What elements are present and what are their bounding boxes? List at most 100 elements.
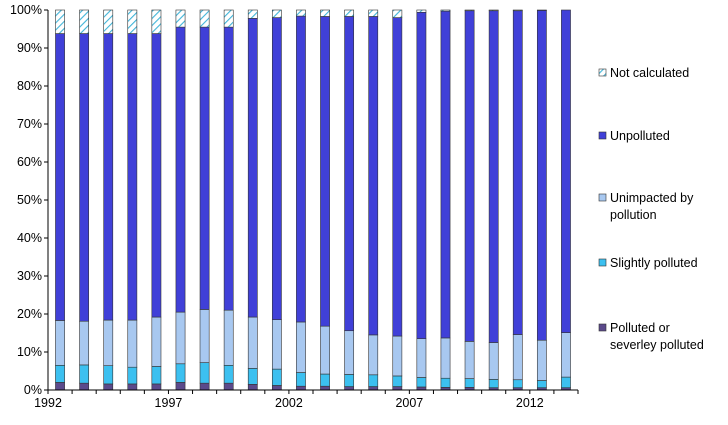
bar-segment-not-calculated-1998	[200, 10, 209, 27]
bar-segment-unpolluted-1999	[224, 27, 233, 310]
bar-segment-slightly-polluted-2010	[489, 379, 498, 387]
bar-segment-not-calculated-2008	[441, 10, 450, 11]
bar-segment-slightly-polluted-2004	[345, 374, 354, 386]
bar-segment-not-calculated-2005	[369, 10, 378, 16]
x-tick-label: 2007	[395, 396, 423, 410]
bar-segment-unpolluted-2009	[465, 11, 474, 342]
bar-segment-unimpacted-by-pollution-1993	[80, 321, 89, 365]
legend-label-unimpacted-by-pollution: Unimpacted by	[610, 191, 694, 205]
bar-segment-unimpacted-by-pollution-2009	[465, 341, 474, 378]
bar-segment-not-calculated-1995	[128, 10, 137, 34]
bar-segment-not-calculated-2009	[465, 10, 474, 11]
bar-segment-unpolluted-2004	[345, 16, 354, 330]
bar-segment-unimpacted-by-pollution-2000	[248, 317, 257, 368]
bar-segment-not-calculated-2011	[513, 10, 522, 11]
y-tick-label: 30%	[17, 269, 42, 283]
bar-segment-polluted-or-severley-polluted-1998	[200, 383, 209, 390]
bar-segment-unimpacted-by-pollution-2003	[320, 326, 329, 374]
bar-segment-not-calculated-1999	[224, 10, 233, 27]
bar-segment-not-calculated-1994	[104, 10, 113, 34]
bar-segment-unpolluted-1993	[80, 34, 89, 322]
x-tick-label: 2012	[516, 396, 544, 410]
bar-segment-not-calculated-2003	[320, 10, 329, 16]
bar-segment-unpolluted-2008	[441, 11, 450, 338]
bar-segment-polluted-or-severley-polluted-2006	[393, 387, 402, 390]
y-tick-label: 40%	[17, 231, 42, 245]
bar-segment-not-calculated-2002	[296, 10, 305, 16]
x-tick-label: 2002	[275, 396, 303, 410]
bar-segment-polluted-or-severley-polluted-2003	[320, 386, 329, 390]
legend-swatch-slightly-polluted	[599, 259, 606, 266]
y-tick-label: 60%	[17, 155, 42, 169]
bar-segment-not-calculated-2006	[393, 10, 402, 18]
bar-segment-polluted-or-severley-polluted-1994	[104, 384, 113, 390]
bar-segment-unpolluted-2010	[489, 11, 498, 343]
bar-segment-slightly-polluted-2012	[537, 381, 546, 388]
bar-segment-slightly-polluted-1996	[152, 366, 161, 383]
bar-segment-slightly-polluted-2000	[248, 368, 257, 384]
bar-segment-polluted-or-severley-polluted-2000	[248, 384, 257, 390]
bar-segment-polluted-or-severley-polluted-2001	[272, 385, 281, 390]
legend-swatch-unpolluted	[599, 132, 606, 139]
bar-segment-unpolluted-1998	[200, 27, 209, 309]
bar-segment-unpolluted-1992	[55, 34, 64, 321]
bar-segment-slightly-polluted-1995	[128, 367, 137, 384]
bar-segment-unimpacted-by-pollution-2006	[393, 336, 402, 376]
bar-segment-unpolluted-1995	[128, 34, 137, 321]
bar-segment-unpolluted-1997	[176, 27, 185, 312]
bar-segment-slightly-polluted-1998	[200, 363, 209, 384]
bar-segment-unpolluted-2012	[537, 10, 546, 340]
bar-segment-unpolluted-2001	[272, 18, 281, 320]
bar-segment-slightly-polluted-1993	[80, 365, 89, 383]
bar-segment-slightly-polluted-2005	[369, 375, 378, 387]
bar-segment-unpolluted-2003	[320, 16, 329, 326]
bar-segment-unpolluted-2002	[296, 16, 305, 322]
bar-segment-not-calculated-2004	[345, 10, 354, 16]
bar-segment-unimpacted-by-pollution-2011	[513, 335, 522, 380]
bar-segment-polluted-or-severley-polluted-2002	[296, 386, 305, 390]
legend-label-not-calculated: Not calculated	[610, 66, 689, 80]
bar-segment-unpolluted-2011	[513, 11, 522, 335]
bar-segment-slightly-polluted-2008	[441, 378, 450, 387]
bar-segment-not-calculated-1996	[152, 10, 161, 34]
bar-segment-unimpacted-by-pollution-1998	[200, 309, 209, 362]
bar-segment-unimpacted-by-pollution-1992	[55, 320, 64, 365]
bar-segment-unimpacted-by-pollution-2013	[561, 333, 570, 377]
bar-segment-unimpacted-by-pollution-2001	[272, 320, 281, 369]
x-tick-label: 1997	[155, 396, 183, 410]
legend-label-polluted-or-severley-polluted: severley polluted	[610, 338, 704, 352]
bar-segment-not-calculated-2000	[248, 10, 257, 18]
bar-segment-unpolluted-2007	[417, 12, 426, 338]
legend-swatch-not-calculated	[599, 69, 606, 76]
bar-segment-polluted-or-severley-polluted-1997	[176, 382, 185, 390]
bar-segment-slightly-polluted-2011	[513, 380, 522, 388]
bar-segment-polluted-or-severley-polluted-1992	[55, 382, 64, 390]
bar-segment-slightly-polluted-2002	[296, 373, 305, 387]
bar-segment-unpolluted-1996	[152, 34, 161, 317]
bar-segment-not-calculated-1997	[176, 10, 185, 27]
bar-segment-polluted-or-severley-polluted-1993	[80, 383, 89, 390]
legend-label-slightly-polluted: Slightly polluted	[610, 256, 698, 270]
legend-swatch-polluted-or-severley-polluted	[599, 324, 606, 331]
bar-segment-unimpacted-by-pollution-2008	[441, 338, 450, 378]
bar-segment-slightly-polluted-1994	[104, 366, 113, 384]
bar-segment-unimpacted-by-pollution-1994	[104, 320, 113, 366]
bars-layer	[55, 10, 570, 390]
bar-segment-unpolluted-2013	[561, 10, 570, 333]
bar-segment-unimpacted-by-pollution-1999	[224, 310, 233, 365]
bar-segment-slightly-polluted-2013	[561, 377, 570, 388]
legend-label-unpolluted: Unpolluted	[610, 129, 670, 143]
bar-segment-polluted-or-severley-polluted-2004	[345, 387, 354, 390]
y-tick-label: 10%	[17, 345, 42, 359]
bar-segment-unimpacted-by-pollution-2007	[417, 339, 426, 378]
bar-segment-unimpacted-by-pollution-1996	[152, 317, 161, 366]
bar-segment-unpolluted-2005	[369, 16, 378, 334]
y-tick-label: 70%	[17, 117, 42, 131]
bar-segment-slightly-polluted-2001	[272, 369, 281, 385]
bar-segment-polluted-or-severley-polluted-1995	[128, 384, 137, 390]
bar-segment-unimpacted-by-pollution-2010	[489, 343, 498, 380]
bar-segment-unpolluted-2006	[393, 18, 402, 336]
legend-label-polluted-or-severley-polluted: Polluted or	[610, 321, 670, 335]
